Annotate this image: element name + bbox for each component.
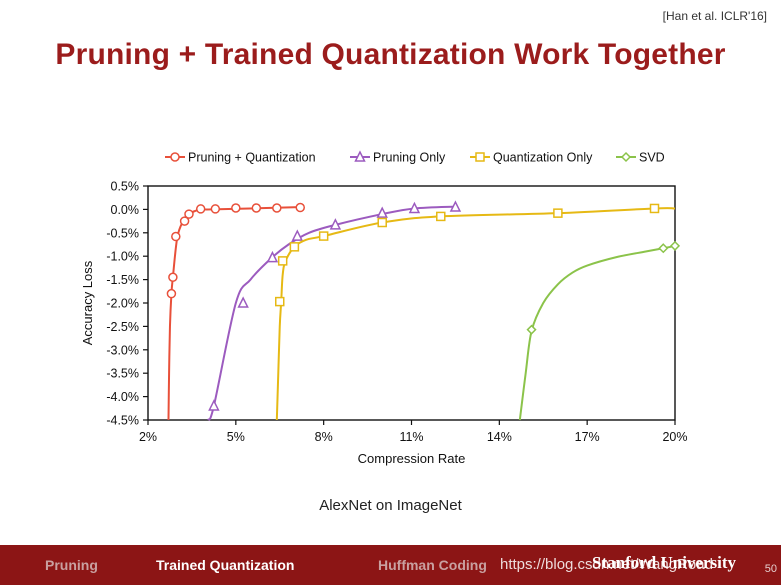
data-point-pruning-only bbox=[291, 229, 304, 241]
x-tick-label: 14% bbox=[487, 430, 512, 444]
series-svd bbox=[518, 240, 681, 421]
x-tick-label: 11% bbox=[399, 430, 423, 444]
plot-frame bbox=[147, 185, 676, 421]
chart-axes: 2% 5% 8% 11% 14% 17% 20% 0.5% 0.0% -0.5% -1.0% -1.5… bbox=[106, 180, 687, 445]
y-tick-label: -3.5% bbox=[106, 367, 139, 381]
series-pruning-quantization bbox=[166, 202, 305, 421]
data-point-quantization-only bbox=[289, 242, 300, 252]
data-point-pruning-only bbox=[408, 201, 421, 214]
data-point-pruning-only bbox=[329, 218, 342, 230]
data-point-svd bbox=[658, 243, 669, 254]
page-number: 50 bbox=[764, 563, 777, 575]
data-point-pruning-quantization bbox=[272, 203, 282, 213]
citation: [Han et al. ICLR'16] bbox=[662, 9, 767, 23]
x-axis-label: Compression Rate bbox=[358, 451, 466, 466]
series-line-pruning-quantization bbox=[167, 206, 304, 421]
y-tick-label: -2.5% bbox=[106, 320, 139, 334]
legend-swatch-marker bbox=[475, 152, 485, 162]
legend-swatch-marker bbox=[170, 152, 180, 162]
y-tick-label: -0.5% bbox=[106, 226, 139, 240]
legend-item-svd: SVD bbox=[616, 151, 665, 165]
data-point-pruning-quantization bbox=[231, 203, 241, 213]
legend-swatch-marker bbox=[354, 150, 366, 162]
data-point-quantization-only bbox=[277, 256, 288, 266]
y-tick-label: -2.0% bbox=[106, 297, 139, 311]
x-tick-label: 2% bbox=[139, 430, 157, 444]
data-point-quantization-only bbox=[436, 211, 446, 222]
footer-nav-huffman-coding[interactable]: Huffman Coding bbox=[378, 557, 487, 573]
data-point-quantization-only bbox=[275, 296, 285, 307]
data-point-quantization-only bbox=[318, 231, 329, 241]
legend-swatch-marker bbox=[620, 151, 632, 163]
footer-nav-trained-quantization[interactable]: Trained Quantization bbox=[156, 557, 295, 573]
x-tick-label: 20% bbox=[662, 430, 687, 444]
chart-series bbox=[166, 200, 681, 421]
legend-item-pruning-only: Pruning Only bbox=[350, 150, 446, 165]
data-point-quantization-only bbox=[553, 208, 563, 218]
watermark-url: https://blog.csdn.net/WangRoad bbox=[500, 556, 713, 573]
data-point-quantization-only bbox=[649, 203, 660, 214]
data-point-pruning-quantization bbox=[168, 272, 178, 283]
legend-label: Pruning Only bbox=[373, 151, 446, 165]
legend-item-pruning-quantization: Pruning + Quantization bbox=[165, 151, 316, 165]
data-point-pruning-quantization bbox=[166, 288, 177, 299]
series-line-pruning-only bbox=[207, 205, 456, 421]
data-point-pruning-only bbox=[266, 250, 279, 263]
data-point-pruning-only bbox=[237, 296, 249, 308]
legend-item-quantization-only: Quantization Only bbox=[470, 151, 593, 165]
data-point-pruning-only bbox=[376, 206, 388, 218]
y-axis-label: Accuracy Loss bbox=[80, 260, 95, 345]
y-tick-label: -1.5% bbox=[106, 273, 139, 287]
footer-nav-pruning[interactable]: Pruning bbox=[45, 557, 98, 573]
chart-legend: Pruning + Quantization Pruning Only Quanti… bbox=[165, 150, 665, 165]
data-point-pruning-quantization bbox=[210, 204, 221, 214]
data-point-svd bbox=[526, 324, 537, 335]
y-tick-label: 0.0% bbox=[111, 203, 140, 217]
y-tick-label: -4.0% bbox=[106, 390, 139, 404]
data-point-pruning-only bbox=[449, 200, 462, 212]
y-tick-label: -3.0% bbox=[106, 343, 139, 357]
accuracy-loss-chart: Pruning + Quantization Pruning Only Quanti… bbox=[80, 150, 688, 466]
data-point-pruning-quantization bbox=[179, 216, 190, 226]
data-point-pruning-quantization bbox=[251, 203, 262, 213]
chart-caption: AlexNet on ImageNet bbox=[319, 497, 462, 514]
stanford-logo-text: Stanford University bbox=[592, 553, 737, 572]
data-point-quantization-only bbox=[377, 217, 387, 228]
footer-bar: Pruning Trained Quantization Huffman Cod… bbox=[0, 545, 781, 585]
x-tick-label: 5% bbox=[227, 430, 245, 444]
legend-label: Quantization Only bbox=[493, 151, 593, 165]
series-line-svd bbox=[518, 244, 676, 421]
legend-label: SVD bbox=[639, 151, 665, 165]
y-tick-label: 0.5% bbox=[111, 180, 140, 194]
x-tick-label: 17% bbox=[575, 430, 600, 444]
series-quantization-only bbox=[275, 203, 676, 421]
series-pruning-only bbox=[207, 200, 462, 421]
legend-label: Pruning + Quantization bbox=[188, 151, 316, 165]
data-point-pruning-only bbox=[208, 399, 220, 411]
y-tick-label: -1.0% bbox=[106, 250, 139, 264]
slide-title: Pruning + Trained Quantization Work Toge… bbox=[55, 38, 726, 71]
data-point-pruning-quantization bbox=[195, 204, 206, 214]
data-point-pruning-quantization bbox=[171, 231, 181, 242]
data-point-svd bbox=[669, 240, 681, 251]
x-tick-label: 8% bbox=[315, 430, 333, 444]
data-point-pruning-quantization bbox=[184, 209, 194, 219]
y-tick-label: -4.5% bbox=[106, 414, 139, 428]
data-point-pruning-quantization bbox=[295, 202, 305, 213]
series-line-quantization-only bbox=[275, 207, 676, 421]
